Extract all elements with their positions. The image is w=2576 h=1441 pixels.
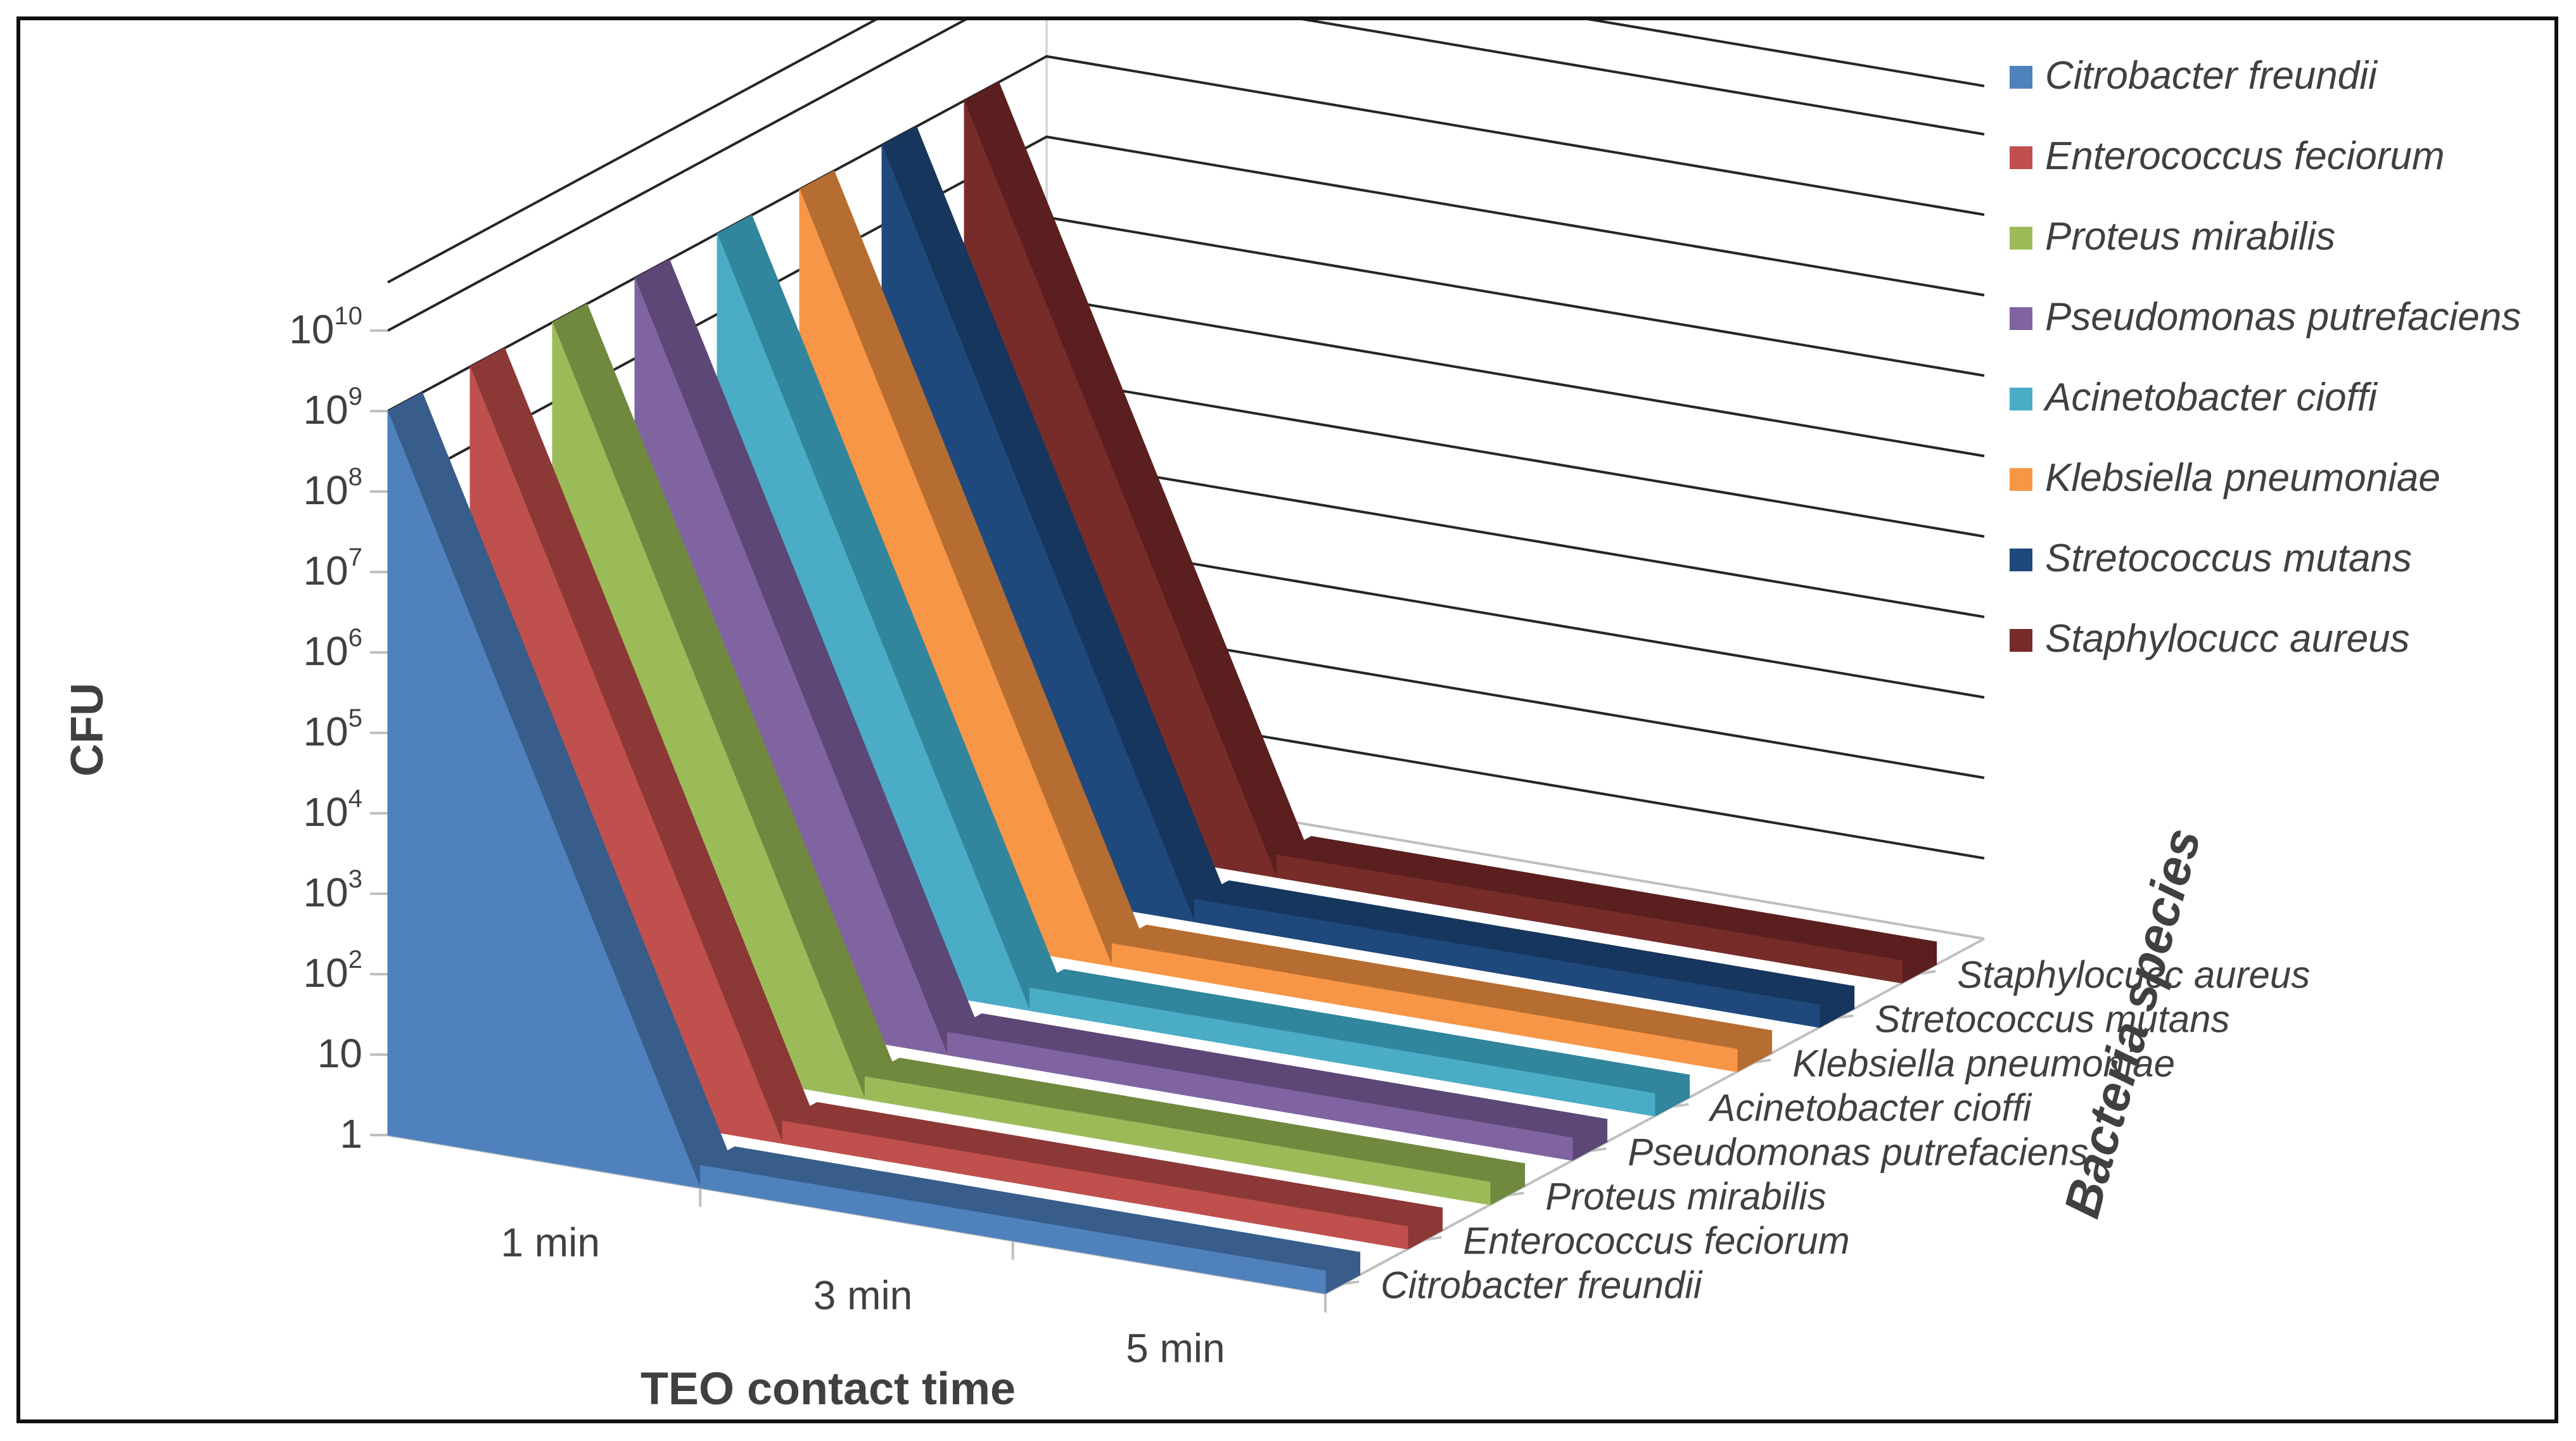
area-floor-front xyxy=(947,1032,1573,1161)
y-tick-label: 107 xyxy=(303,543,362,594)
y-tick-exponent: 5 xyxy=(348,704,362,732)
legend-swatch xyxy=(2010,549,2032,571)
z-tick-label: Proteus mirabilis xyxy=(1545,1175,1826,1217)
figure-frame: 1 10 102 103 104 105 106 107 108 109 1010 1 min 3 m… xyxy=(16,16,2558,1423)
legend-label: Citrobacter freundii xyxy=(2045,54,2378,98)
legend-label: Staphylocucc aureus xyxy=(2045,617,2410,661)
area-floor-front xyxy=(699,1165,1326,1294)
gridline xyxy=(387,54,1985,412)
x-tick-label: 5 min xyxy=(1126,1325,1225,1371)
legend-swatch xyxy=(2010,468,2032,491)
z-tick-label: Pseudomonas putrefaciens xyxy=(1628,1131,2088,1173)
y-tick-base: 10 xyxy=(303,467,348,513)
area-floor-front xyxy=(1194,899,1820,1028)
y-tick-base: 10 xyxy=(303,950,348,996)
y-tick-label: 102 xyxy=(303,946,362,996)
y-tick-label: 108 xyxy=(303,463,362,513)
x-tick-label: 1 min xyxy=(501,1220,600,1266)
series-6 xyxy=(881,125,1856,1028)
series-0 xyxy=(387,391,1361,1294)
z-tick-mark xyxy=(1836,1014,1854,1020)
legend-label: Enterococcus feciorum xyxy=(2045,134,2445,178)
y-tick-exponent: 8 xyxy=(348,463,362,491)
gridline xyxy=(387,20,1985,332)
y-tick-base: 10 xyxy=(303,870,348,915)
series-7 xyxy=(964,81,1938,984)
series-3 xyxy=(634,258,1609,1161)
z-tick-mark xyxy=(1589,1147,1607,1153)
z-tick-label: Stretococcus mutans xyxy=(1875,998,2229,1040)
legend-swatch xyxy=(2010,388,2032,410)
z-tick-label: Enterococcus feciorum xyxy=(1463,1219,1849,1262)
z-tick-mark xyxy=(1507,1191,1524,1197)
y-tick-exponent: 10 xyxy=(335,302,363,330)
series-1 xyxy=(469,347,1444,1250)
z-tick-mark xyxy=(1754,1058,1771,1064)
legend-label: Klebsiella pneumoniae xyxy=(2045,456,2440,500)
y-axis-title: CFU xyxy=(62,683,113,777)
series-2 xyxy=(552,303,1526,1205)
x-axis-title: TEO contact time xyxy=(641,1364,1016,1414)
y-tick-label: 10 xyxy=(317,1031,362,1076)
area-floor-front xyxy=(1276,854,1903,984)
legend-label: Acinetobacter cioffi xyxy=(2043,376,2378,419)
series-areas xyxy=(387,81,1938,1294)
y-tick-exponent: 9 xyxy=(348,383,362,410)
top-wall-line xyxy=(387,20,1985,284)
x-tick-label: 3 min xyxy=(813,1273,913,1318)
z-tick-mark xyxy=(1424,1236,1442,1241)
z-tick-mark xyxy=(1918,970,1936,975)
y-tick-label: 105 xyxy=(303,704,362,754)
y-tick-base: 10 xyxy=(303,709,348,754)
y-tick-exponent: 6 xyxy=(348,624,362,652)
legend-label: Stretococcus mutans xyxy=(2045,536,2412,580)
legend: Citrobacter freundii Enterococcus fecioru… xyxy=(2010,54,2521,661)
legend-swatch xyxy=(2010,227,2032,250)
y-tick-exponent: 4 xyxy=(348,785,362,813)
legend-swatch xyxy=(2010,146,2032,169)
z-tick-mark xyxy=(1671,1103,1689,1108)
y-tick-label: 1010 xyxy=(289,302,362,352)
area-floor-front xyxy=(782,1120,1408,1250)
area-floor-front xyxy=(864,1076,1491,1205)
y-tick-label: 1 xyxy=(340,1111,362,1157)
y-tick-exponent: 3 xyxy=(348,865,362,893)
y-tick-exponent: 7 xyxy=(348,543,362,571)
y-tick-base: 10 xyxy=(303,628,348,674)
legend-swatch xyxy=(2010,66,2032,89)
y-tick-label: 103 xyxy=(303,865,362,915)
y-tick-base: 1 xyxy=(340,1111,362,1157)
legend-label: Pseudomonas putrefaciens xyxy=(2045,295,2521,339)
y-tick-label: 106 xyxy=(303,624,362,674)
y-tick-base: 10 xyxy=(303,789,348,835)
y-tick-base: 10 xyxy=(317,1031,362,1076)
area-floor-front xyxy=(1111,943,1738,1072)
y-tick-base: 10 xyxy=(303,387,348,433)
series-5 xyxy=(799,170,1773,1072)
z-tick-mark xyxy=(1342,1280,1360,1286)
z-tick-label: Staphylocucc aureus xyxy=(1957,953,2310,996)
z-tick-label: Acinetobacter cioffi xyxy=(1708,1086,2032,1129)
y-tick-exponent: 2 xyxy=(348,946,362,974)
z-tick-label: Citrobacter freundii xyxy=(1380,1264,1703,1306)
area-floor-front xyxy=(1029,987,1655,1117)
y-tick-label: 104 xyxy=(303,785,362,835)
legend-swatch xyxy=(2010,307,2032,330)
legend-swatch xyxy=(2010,629,2032,652)
legend-label: Proteus mirabilis xyxy=(2045,215,2335,258)
y-tick-label: 109 xyxy=(303,383,362,433)
y-tick-base: 10 xyxy=(303,548,348,594)
z-tick-label: Klebsiella pneumoniae xyxy=(1792,1042,2175,1084)
y-tick-base: 10 xyxy=(289,307,334,352)
series-4 xyxy=(717,214,1691,1117)
